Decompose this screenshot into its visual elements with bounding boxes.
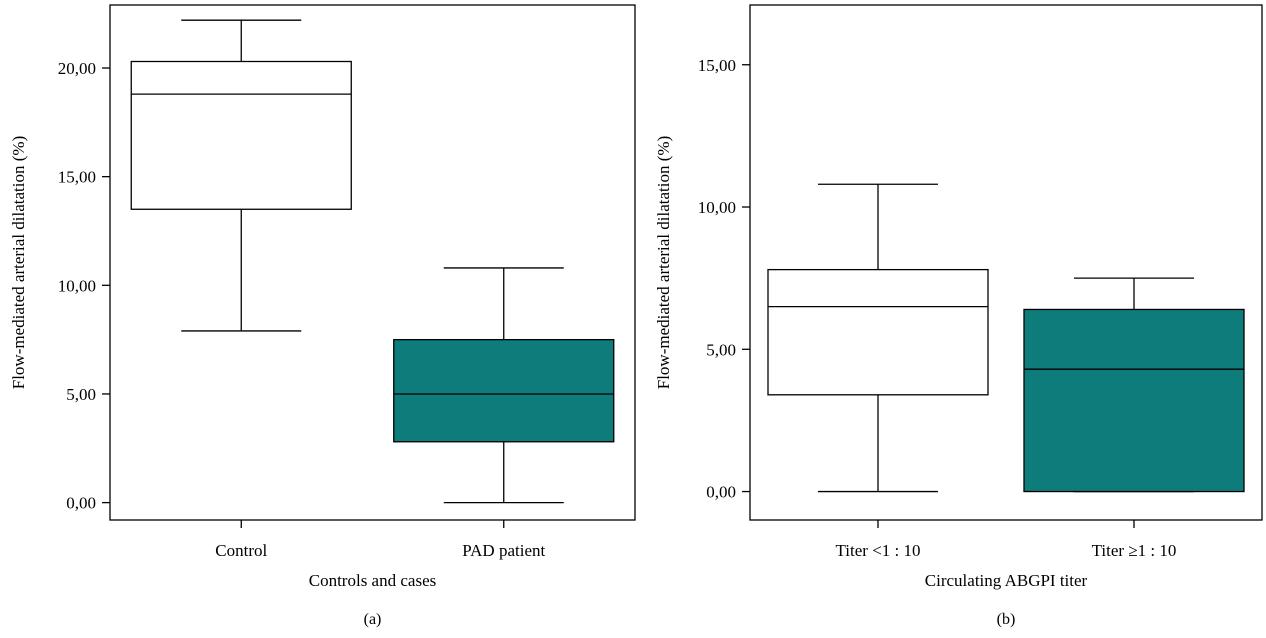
plot-frame	[749, 4, 1263, 521]
x-axis-title: Circulating ABGPI titer	[925, 571, 1088, 590]
chart-panel-a: 0,00 5,00 10,00 15,00 20,00 Control PAD patien…	[9, 4, 636, 628]
panel-label: (b)	[997, 611, 1016, 628]
x-tick-label: Titer <1 : 10	[836, 541, 921, 560]
y-tick-label: 10,00	[698, 198, 736, 217]
iqr-box	[1023, 308, 1245, 493]
y-tick-label: 0,00	[66, 494, 96, 513]
y-tick-label: 10,00	[58, 276, 96, 295]
x-tick-label: Titer ≥1 : 10	[1092, 541, 1177, 560]
y-tick-label: 5,00	[66, 385, 96, 404]
y-tick-label: 15,00	[698, 56, 736, 75]
plot-frame	[109, 4, 636, 521]
panel-label: (a)	[364, 611, 382, 628]
iqr-box	[393, 338, 615, 443]
x-axis-title: Controls and cases	[309, 571, 436, 590]
box-2	[1023, 277, 1245, 493]
x-tick-label: Control	[215, 541, 267, 560]
iqr-box	[130, 60, 352, 210]
y-tick-label: 0,00	[706, 483, 736, 502]
box-1	[130, 19, 352, 332]
chart-panel-b: 0,00 5,00 10,00 15,00 Titer <1 : 10 Titer ≥1 …	[654, 4, 1263, 628]
box-1	[767, 183, 989, 493]
y-tick-label: 5,00	[706, 340, 736, 359]
x-tick-label: PAD patient	[462, 541, 545, 560]
y-axis-title: Flow-mediated arterial dilatation (%)	[9, 136, 28, 390]
y-tick-label: 15,00	[58, 168, 96, 187]
box-2	[393, 267, 615, 504]
y-tick-label: 20,00	[58, 59, 96, 78]
iqr-box	[767, 268, 989, 396]
y-axis-title: Flow-mediated arterial dilatation (%)	[654, 136, 673, 390]
